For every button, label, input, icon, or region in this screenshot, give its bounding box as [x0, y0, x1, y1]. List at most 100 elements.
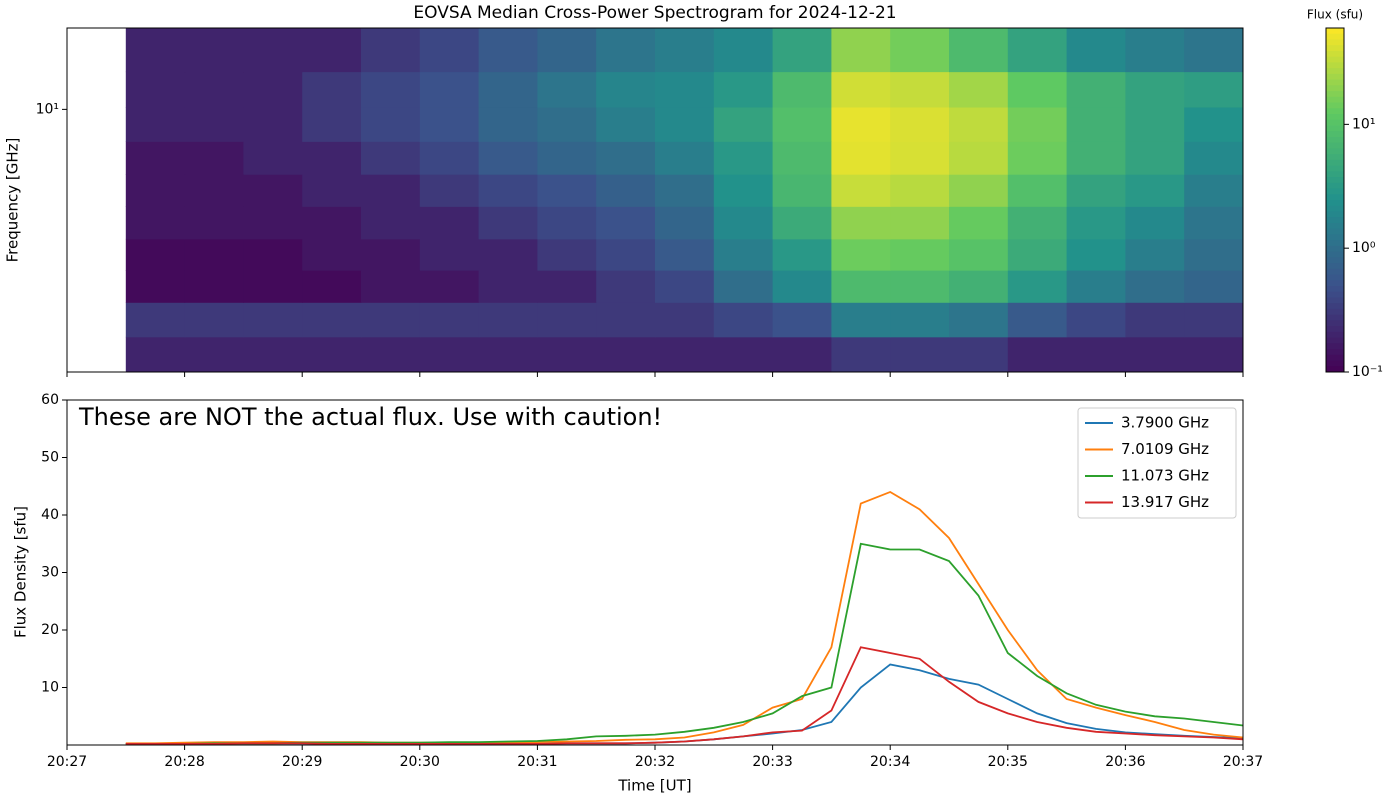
- heatmap-cell: [1007, 238, 1068, 271]
- heatmap-cell: [537, 336, 597, 373]
- heatmap-cell: [596, 174, 656, 207]
- colorbar-segment: [1326, 354, 1344, 362]
- heatmap-cell: [1007, 302, 1068, 338]
- heatmap-cell: [772, 336, 832, 373]
- heatmap-cell: [125, 174, 186, 207]
- colorbar-segment: [1326, 177, 1344, 184]
- colorbar-tick-label: 10⁻¹: [1352, 364, 1383, 380]
- heatmap-cell: [713, 336, 774, 373]
- colorbar-segment: [1326, 343, 1344, 350]
- heatmap-cell: [361, 141, 421, 175]
- legend-label: 7.0109 GHz: [1121, 440, 1209, 458]
- colorbar-segment: [1326, 205, 1344, 212]
- data-line: [125, 646, 1244, 745]
- heatmap-cell: [1125, 302, 1185, 338]
- colorbar-segment: [1326, 33, 1344, 40]
- colorbar-frame: [1325, 27, 1345, 373]
- heatmap-cell: [596, 71, 656, 108]
- legend-label: 11.073 GHz: [1121, 467, 1209, 485]
- colorbar-segment: [1326, 142, 1344, 149]
- heatmap-cell: [655, 206, 715, 240]
- colorbar-segment: [1326, 234, 1344, 241]
- heatmap-cell: [949, 28, 1009, 73]
- heatmap-cell: [949, 302, 1009, 338]
- colorbar-segment: [1326, 320, 1344, 327]
- x-axis-label: Time [UT]: [617, 777, 691, 795]
- heatmap-cell: [831, 206, 891, 240]
- heatmap-cell: [713, 238, 774, 271]
- x-tick-label: 20:28: [164, 754, 204, 770]
- heatmap-cell: [361, 28, 421, 73]
- heatmap-cell: [1007, 206, 1068, 240]
- heatmap-cell: [1184, 71, 1244, 108]
- heatmap-cell: [655, 336, 715, 373]
- heatmap-cell: [478, 336, 538, 373]
- heatmap-cell: [302, 174, 362, 207]
- colorbar-segment: [1326, 263, 1344, 270]
- colorbar-segment: [1326, 182, 1344, 190]
- heatmap-cell: [949, 270, 1009, 303]
- heatmap-cell: [537, 206, 597, 240]
- heatmap-cell: [772, 174, 832, 207]
- heatmap-cell: [419, 28, 480, 73]
- heatmap-cell: [302, 106, 362, 142]
- chart-title: EOVSA Median Cross-Power Spectrogram for…: [413, 3, 896, 23]
- colorbar-segment: [1326, 73, 1344, 81]
- heatmap-cell: [537, 302, 597, 338]
- heatmap-cell: [419, 71, 480, 108]
- heatmap-cell: [596, 270, 656, 303]
- heatmap-cell: [243, 336, 303, 373]
- heatmap-cell: [831, 174, 891, 207]
- colorbar-segment: [1326, 268, 1344, 276]
- colorbar-segment: [1326, 108, 1344, 115]
- colorbar-segment: [1326, 331, 1344, 339]
- heatmap-cell: [1007, 28, 1068, 73]
- heatmap-cell: [831, 270, 891, 303]
- heatmap-cell: [125, 238, 186, 271]
- heatmap-cell: [478, 302, 538, 338]
- heatmap-cell: [125, 106, 186, 142]
- heatmap-cell: [184, 174, 244, 207]
- heatmap-cell: [596, 238, 656, 271]
- y-tick-label: 30: [41, 565, 59, 581]
- colorbar-segment: [1326, 102, 1344, 109]
- colorbar-segment: [1326, 131, 1344, 138]
- colorbar-segment: [1326, 308, 1344, 316]
- heatmap-cell: [243, 270, 303, 303]
- heatmap-cell: [243, 141, 303, 175]
- heatmap-cell: [184, 206, 244, 240]
- legend-label: 3.7900 GHz: [1121, 414, 1209, 432]
- heatmap-cell: [1184, 336, 1244, 373]
- heatmap-cell: [655, 71, 715, 108]
- heatmap-cell: [478, 238, 538, 271]
- colorbar-segment: [1326, 136, 1344, 144]
- heatmap-cell: [1184, 206, 1244, 240]
- heatmap-cell: [302, 71, 362, 108]
- heatmap-cell: [831, 28, 891, 73]
- heatmap-cell: [419, 141, 480, 175]
- x-tick-label: 20:32: [635, 754, 675, 770]
- colorbar-segment: [1326, 280, 1344, 287]
- y-axis-label: Flux Density [sfu]: [12, 506, 30, 638]
- heatmap-cell: [361, 106, 421, 142]
- heatmap-cell: [596, 28, 656, 73]
- heatmap-cell: [1125, 71, 1185, 108]
- x-tick-label: 20:35: [988, 754, 1028, 770]
- colorbar-segment: [1326, 50, 1344, 58]
- colorbar-segment: [1326, 171, 1344, 178]
- annotation: These are NOT the actual flux. Use with …: [78, 403, 662, 431]
- colorbar-segment: [1326, 251, 1344, 258]
- data-line: [125, 542, 1244, 745]
- heatmap-cell: [1066, 106, 1126, 142]
- heatmap-cell: [713, 206, 774, 240]
- heatmap-cell: [655, 270, 715, 303]
- heatmap-cell: [831, 71, 891, 108]
- heatmap-cell: [419, 302, 480, 338]
- heatmap-cell: [713, 141, 774, 175]
- colorbar-segment: [1326, 79, 1344, 86]
- heatmap-cell: [537, 71, 597, 108]
- heatmap-cell: [1066, 28, 1126, 73]
- heatmap-cell: [713, 174, 774, 207]
- heatmap-cell: [125, 141, 186, 175]
